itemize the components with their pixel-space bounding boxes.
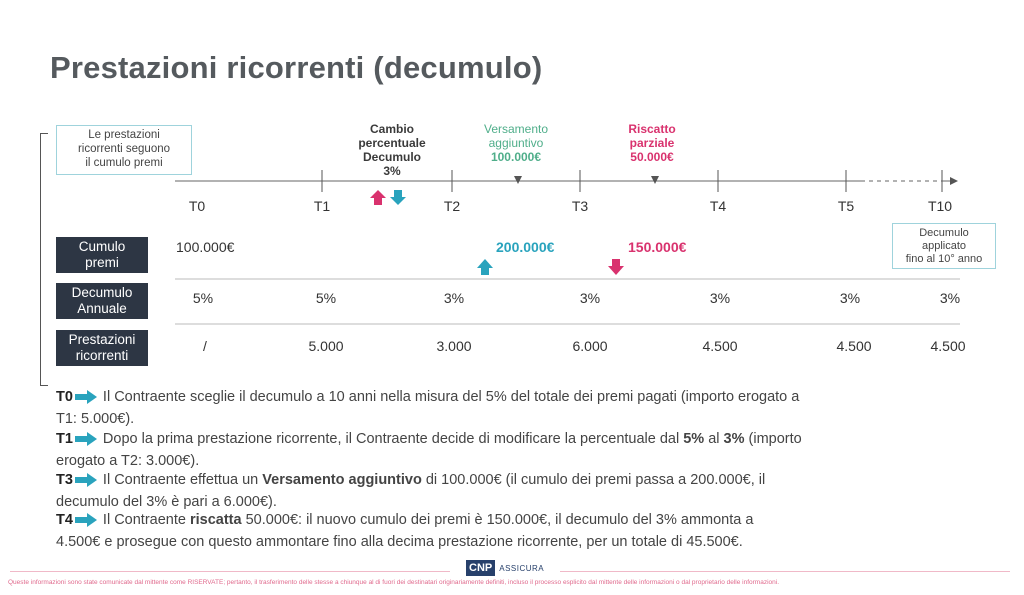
decumulo-value-t0: 5% xyxy=(192,290,214,306)
decumulo-side-note: Decumulo applicato fino al 10° anno xyxy=(892,223,996,269)
logo-mark: CNP xyxy=(466,560,496,576)
row-label-prestazioni-line-1: Prestazioni xyxy=(68,332,136,347)
cumulo-value-t0: 100.000€ xyxy=(176,239,235,255)
versamento-marker-icon xyxy=(514,176,522,184)
decumulo-value-t2: 3% xyxy=(443,290,465,306)
footer-divider-left xyxy=(10,571,450,572)
event-riscatto-line-1: Riscatto xyxy=(628,122,676,136)
event-cambio-line-4: 3% xyxy=(383,164,401,178)
event-cambio-line-1: Cambio xyxy=(369,122,415,136)
key-t4: T4 xyxy=(56,512,73,528)
decumulo-value-t1: 5% xyxy=(315,290,337,306)
row-label-cumulo-line-1: Cumulo xyxy=(78,239,126,254)
left-bracket xyxy=(40,133,48,386)
explanation-t4: T4 Il Contraente riscatta 50.000€: il nuo… xyxy=(56,511,976,552)
text-t1-line-2: erogato a T2: 3.000€). xyxy=(56,453,200,469)
key-t3: T3 xyxy=(56,472,73,488)
right-arrow-icon xyxy=(74,473,97,493)
explanation-t1: T1 Dopo la prima prestazione ricorrente, … xyxy=(56,430,976,471)
event-cambio-line-3: Decumulo xyxy=(362,150,422,164)
event-versamento-aggiuntivo: Versamento aggiuntivo 100.000€ xyxy=(484,122,548,164)
prestazioni-value-t0: / xyxy=(203,338,207,354)
row-label-cumulo-line-2: premi xyxy=(85,255,119,270)
cumulo-value-after-versamento: 200.000€ xyxy=(496,239,555,255)
page-title: Prestazioni ricorrenti (decumulo) xyxy=(50,50,543,85)
logo-subtitle: ASSICURA xyxy=(499,563,545,573)
explanation-t0: T0 Il Contraente sceglie il decumulo a 10… xyxy=(56,388,976,429)
decumulo-value-t5: 3% xyxy=(839,290,861,306)
text-t3-line-2: decumulo del 3% è pari a 6.000€). xyxy=(56,494,277,510)
intro-line-2: ricorrenti seguono xyxy=(77,143,171,155)
event-versamento-line-2: aggiuntivo xyxy=(488,136,544,150)
tick-label-t3: T3 xyxy=(571,198,589,214)
row-label-prestazioni-line-2: ricorrenti xyxy=(75,348,129,363)
tick-label-t10: T10 xyxy=(927,198,953,214)
prestazioni-value-t10: 4.500 xyxy=(930,338,966,354)
row-label-decumulo-line-2: Annuale xyxy=(77,301,127,316)
event-cambio-percentuale: Cambio percentuale Decumulo 3% xyxy=(358,122,425,178)
prestazioni-value-t3: 6.000 xyxy=(572,338,608,354)
text-t1-d: 3% xyxy=(723,431,745,447)
text-t4-a: Il Contraente xyxy=(102,512,190,528)
text-t1-e: (importo xyxy=(744,431,802,447)
decumulo-value-t10: 3% xyxy=(939,290,961,306)
explanation-t3: T3 Il Contraente effettua un Versamento a… xyxy=(56,471,976,512)
riscatto-marker-icon xyxy=(651,176,659,184)
intro-line-3: il cumulo premi xyxy=(85,157,163,169)
prestazioni-value-t5: 4.500 xyxy=(836,338,872,354)
text-t4-line-2: 4.500€ e prosegue con questo ammontare f… xyxy=(56,534,743,550)
decumulo-value-t4: 3% xyxy=(709,290,731,306)
text-t3-b: Versamento aggiuntivo xyxy=(262,472,422,488)
text-t3-c: di 100.000€ (il cumulo dei premi passa a… xyxy=(421,472,766,488)
text-t0: Il Contraente sceglie il decumulo a 10 a… xyxy=(102,389,800,405)
event-riscatto-amount: 50.000€ xyxy=(630,150,674,164)
up-arrow-pink-icon xyxy=(370,190,386,205)
event-riscatto-parziale: Riscatto parziale 50.000€ xyxy=(628,122,675,164)
key-t0: T0 xyxy=(56,389,73,405)
tick-label-t1: T1 xyxy=(313,198,331,214)
decumulo-value-t3: 3% xyxy=(579,290,601,306)
timeline-arrowhead-icon xyxy=(950,177,958,185)
event-versamento-line-1: Versamento xyxy=(483,122,549,136)
up-arrow-teal-icon xyxy=(477,259,493,275)
side-note-line-2: applicato xyxy=(921,240,967,252)
intro-line-1: Le prestazioni xyxy=(88,129,160,141)
event-versamento-amount: 100.000€ xyxy=(490,150,542,164)
text-t0-line-2: T1: 5.000€). xyxy=(56,411,135,427)
tick-label-t0: T0 xyxy=(188,198,206,214)
prestazioni-value-t4: 4.500 xyxy=(702,338,738,354)
confidentiality-disclaimer: Queste informazioni sono state comunicat… xyxy=(8,579,780,586)
right-arrow-icon xyxy=(74,513,97,533)
text-t3-a: Il Contraente effettua un xyxy=(102,472,263,488)
event-cambio-line-2: percentuale xyxy=(358,136,426,150)
key-t1: T1 xyxy=(56,431,73,447)
text-t1-a: Dopo la prima prestazione ricorrente, il… xyxy=(102,431,684,447)
side-note-line-3: fino al 10° anno xyxy=(905,253,983,265)
down-arrow-pink-icon xyxy=(608,259,624,275)
cumulo-value-after-riscatto: 150.000€ xyxy=(628,239,687,255)
right-arrow-icon xyxy=(74,432,97,452)
down-arrow-teal-icon xyxy=(390,190,406,205)
right-arrow-icon xyxy=(74,390,97,410)
text-t1-b: 5% xyxy=(683,431,705,447)
row-label-decumulo-line-1: Decumulo xyxy=(71,285,133,300)
prestazioni-value-t2: 3.000 xyxy=(436,338,472,354)
intro-note-box: Le prestazioni ricorrenti seguono il cum… xyxy=(56,125,192,175)
tick-label-t4: T4 xyxy=(709,198,727,214)
text-t4-c: 50.000€: il nuovo cumulo dei premi è 150… xyxy=(241,512,754,528)
tick-label-t2: T2 xyxy=(443,198,461,214)
row-label-cumulo-premi: Cumulo premi xyxy=(56,237,148,273)
tick-label-t5: T5 xyxy=(837,198,855,214)
event-riscatto-line-2: parziale xyxy=(629,136,675,150)
footer-divider-right xyxy=(560,571,1010,572)
text-t4-b: riscatta xyxy=(189,512,242,528)
cnp-logo: CNP ASSICURA xyxy=(466,558,544,578)
text-t1-c: al xyxy=(704,431,724,447)
row-label-prestazioni-ricorrenti: Prestazioni ricorrenti xyxy=(56,330,148,366)
row-label-decumulo-annuale: Decumulo Annuale xyxy=(56,283,148,319)
side-note-line-1: Decumulo xyxy=(919,227,969,239)
prestazioni-value-t1: 5.000 xyxy=(308,338,344,354)
